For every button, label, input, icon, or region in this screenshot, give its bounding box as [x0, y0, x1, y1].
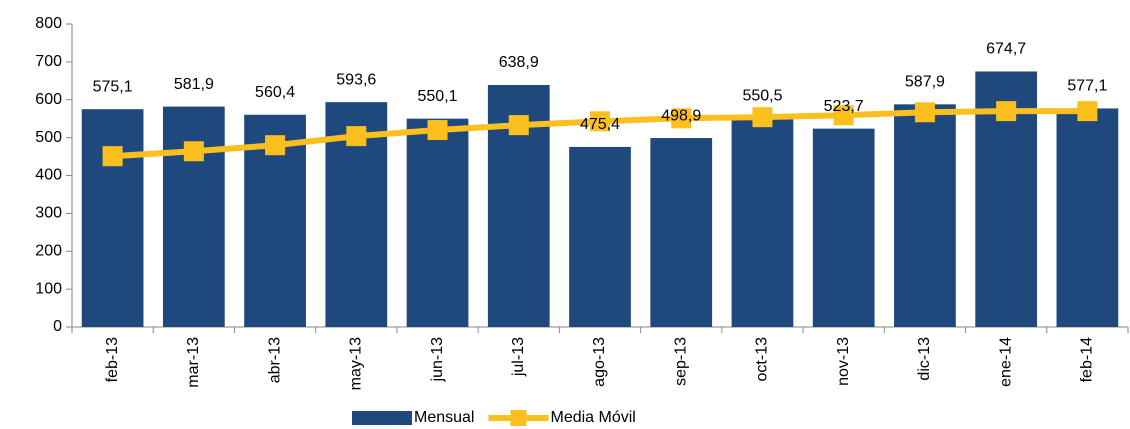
bar	[650, 138, 713, 327]
data-label: 498,9	[661, 107, 701, 124]
x-tick-label: mar-13	[185, 337, 202, 388]
data-label: 577,1	[1067, 78, 1107, 95]
legend-swatch	[352, 411, 412, 425]
y-tick-label: 0	[53, 318, 62, 335]
x-tick-label: feb-13	[104, 337, 121, 382]
x-tick-label: jul-13	[510, 337, 527, 377]
bar	[812, 128, 875, 327]
data-label: 581,9	[174, 76, 214, 93]
marker	[671, 108, 692, 129]
x-tick-label: feb-14	[1079, 337, 1096, 382]
marker	[183, 141, 204, 162]
marker	[102, 146, 123, 167]
data-label: 475,4	[580, 116, 620, 133]
bar	[162, 106, 225, 327]
y-tick-label: 400	[35, 167, 62, 184]
marker	[265, 135, 286, 156]
y-tick-label: 800	[35, 15, 62, 32]
marker	[508, 115, 529, 136]
data-label: 674,7	[986, 41, 1026, 58]
bar	[1056, 108, 1119, 328]
marker	[996, 101, 1017, 122]
y-tick-label: 700	[35, 53, 62, 70]
data-label: 593,6	[336, 71, 376, 88]
x-tick-label: jun-13	[429, 337, 446, 383]
marker	[1077, 101, 1098, 122]
x-tick-label: ago-13	[591, 337, 608, 387]
x-tick-label: nov-13	[835, 337, 852, 386]
x-tick-label: sep-13	[672, 337, 689, 386]
marker	[914, 102, 935, 123]
legend-label: Media Móvil	[550, 409, 635, 426]
x-tick-label: oct-13	[754, 337, 771, 382]
marker	[752, 107, 773, 128]
y-tick-label: 300	[35, 205, 62, 222]
x-tick-label: ene-14	[997, 337, 1014, 387]
bar	[569, 146, 631, 327]
bar	[81, 109, 144, 327]
y-tick-label: 200	[35, 242, 62, 259]
bar	[731, 118, 794, 327]
data-label: 550,1	[418, 88, 458, 105]
data-label: 587,9	[905, 74, 945, 91]
bar	[894, 104, 956, 327]
marker	[346, 126, 367, 147]
y-tick-label: 500	[35, 129, 62, 146]
marker	[427, 120, 448, 141]
data-label: 550,5	[742, 88, 782, 105]
x-tick-label: may-13	[348, 337, 365, 390]
x-tick-label: abr-13	[266, 337, 283, 383]
data-label: 560,4	[255, 84, 295, 101]
data-label: 523,7	[824, 98, 864, 115]
y-tick-label: 600	[35, 91, 62, 108]
x-tick-label: dic-13	[916, 337, 933, 381]
legend-label: Mensual	[414, 409, 474, 426]
legend-swatch	[510, 410, 527, 426]
marker	[590, 111, 610, 132]
marker	[833, 105, 854, 126]
data-label: 638,9	[499, 54, 539, 71]
bar	[406, 118, 469, 327]
data-label: 575,1	[93, 78, 133, 95]
y-tick-label: 100	[35, 280, 62, 297]
